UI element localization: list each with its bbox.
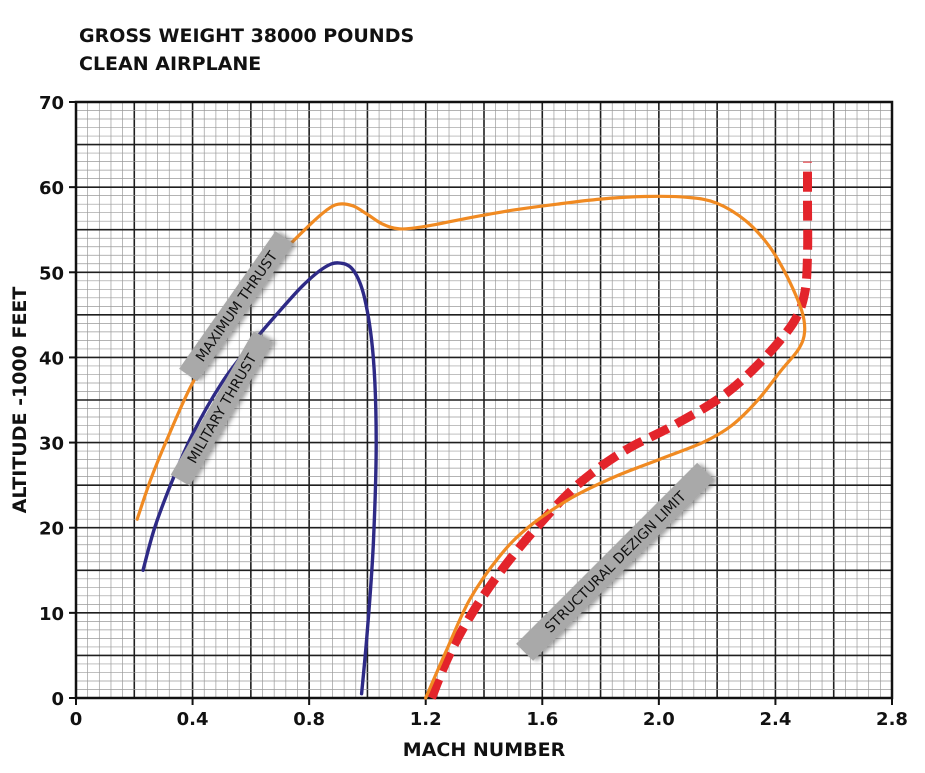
y-tick-label: 40 bbox=[39, 348, 64, 369]
series-tag-box bbox=[516, 462, 715, 661]
chart-title: GROSS WEIGHT 38000 POUNDS bbox=[79, 25, 414, 47]
y-axis-label: ALTITUDE -1000 FEET bbox=[9, 287, 31, 514]
plot-frame bbox=[74, 100, 894, 700]
y-tick-label: 0 bbox=[51, 689, 64, 710]
series-line-structural-limit bbox=[427, 161, 813, 700]
series-tag-box bbox=[170, 331, 273, 486]
y-tick-label: 10 bbox=[39, 604, 64, 625]
series-line-military-thrust bbox=[141, 261, 378, 696]
x-axis-label: MACH NUMBER bbox=[403, 739, 566, 761]
series-layer bbox=[135, 161, 813, 700]
y-tick-label: 30 bbox=[39, 434, 64, 455]
y-tick-label: 20 bbox=[39, 519, 64, 540]
chart-subtitle: CLEAN AIRPLANE bbox=[79, 53, 261, 75]
x-tick-label: 2.8 bbox=[876, 709, 908, 730]
x-tick-label: 2.0 bbox=[643, 709, 675, 730]
x-tick-label: 2.4 bbox=[759, 709, 791, 730]
series-tag-box bbox=[179, 231, 294, 382]
x-tick-label: 0 bbox=[70, 709, 83, 730]
x-tick-label: 0.8 bbox=[293, 709, 325, 730]
axes: 0 0.4 0.8 1.2 1.6 2.0 2.4 2.8 0 10 20 30 40 50 60 70 bbox=[39, 93, 908, 730]
x-tick-label: 0.4 bbox=[177, 709, 209, 730]
series-line-maximum-thrust bbox=[135, 194, 807, 700]
x-tick-label: 1.2 bbox=[410, 709, 442, 730]
y-tick-label: 50 bbox=[39, 263, 64, 284]
y-tick-label: 60 bbox=[39, 178, 64, 199]
x-tick-label: 1.6 bbox=[526, 709, 558, 730]
y-tick-label: 70 bbox=[39, 93, 64, 114]
